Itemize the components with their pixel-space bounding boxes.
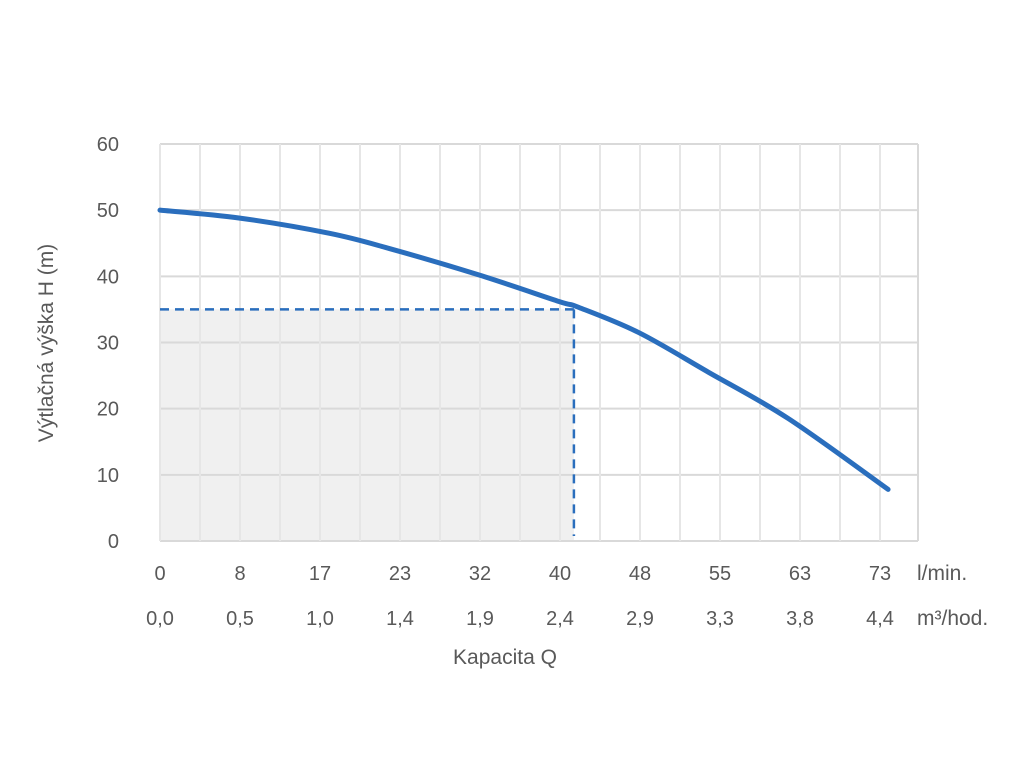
y-tick-label: 40 <box>97 266 119 288</box>
y-tick-label: 10 <box>97 465 119 487</box>
y-axis-label: Výtlačná výška H (m) <box>35 244 58 442</box>
x-tick-label: 0 <box>154 563 165 585</box>
x-tick-label-secondary: 0,0 <box>146 608 174 630</box>
x-tick-labels: 0 8 17 23 32 40 48 55 63 73 <box>154 563 891 585</box>
x-tick-label: 48 <box>629 563 651 585</box>
x-tick-labels-secondary: 0,0 0,5 1,0 1,4 1,9 2,4 2,9 3,3 3,8 4,4 <box>146 608 894 630</box>
y-tick-label: 0 <box>108 531 119 553</box>
x-tick-label: 63 <box>789 563 811 585</box>
series-layer <box>157 207 891 492</box>
x-tick-label: 8 <box>234 563 245 585</box>
operating-point-guides <box>160 308 576 536</box>
operating-area-rect <box>160 309 574 541</box>
x-tick-label-secondary: 1,0 <box>306 608 334 630</box>
x-tick-label: 73 <box>869 563 891 585</box>
x-tick-label-secondary: 1,4 <box>386 608 414 630</box>
y-tick-label: 20 <box>97 399 119 421</box>
x-tick-label-secondary: 3,3 <box>706 608 734 630</box>
x-tick-label: 23 <box>389 563 411 585</box>
x-tick-label-secondary: 4,4 <box>866 608 894 630</box>
x-unit-primary: l/min. <box>917 562 967 585</box>
y-tick-label: 60 <box>97 134 119 156</box>
y-tick-label: 50 <box>97 200 119 222</box>
gridlines <box>159 143 919 542</box>
x-tick-label-secondary: 1,9 <box>466 608 494 630</box>
y-tick-labels: 0 10 20 30 40 50 60 <box>97 134 119 553</box>
x-tick-label-secondary: 3,8 <box>786 608 814 630</box>
x-tick-label-secondary: 0,5 <box>226 608 254 630</box>
y-tick-label: 30 <box>97 333 119 355</box>
x-tick-label: 17 <box>309 563 331 585</box>
x-unit-secondary: m³/hod. <box>917 607 988 630</box>
x-tick-label-secondary: 2,9 <box>626 608 654 630</box>
x-tick-label-secondary: 2,4 <box>546 608 574 630</box>
x-tick-label: 32 <box>469 563 491 585</box>
x-tick-label: 55 <box>709 563 731 585</box>
operating-area-shade <box>160 309 574 541</box>
x-axis-label: Kapacita Q <box>453 646 557 669</box>
x-tick-label: 40 <box>549 563 571 585</box>
pump-curve-line <box>157 207 891 492</box>
